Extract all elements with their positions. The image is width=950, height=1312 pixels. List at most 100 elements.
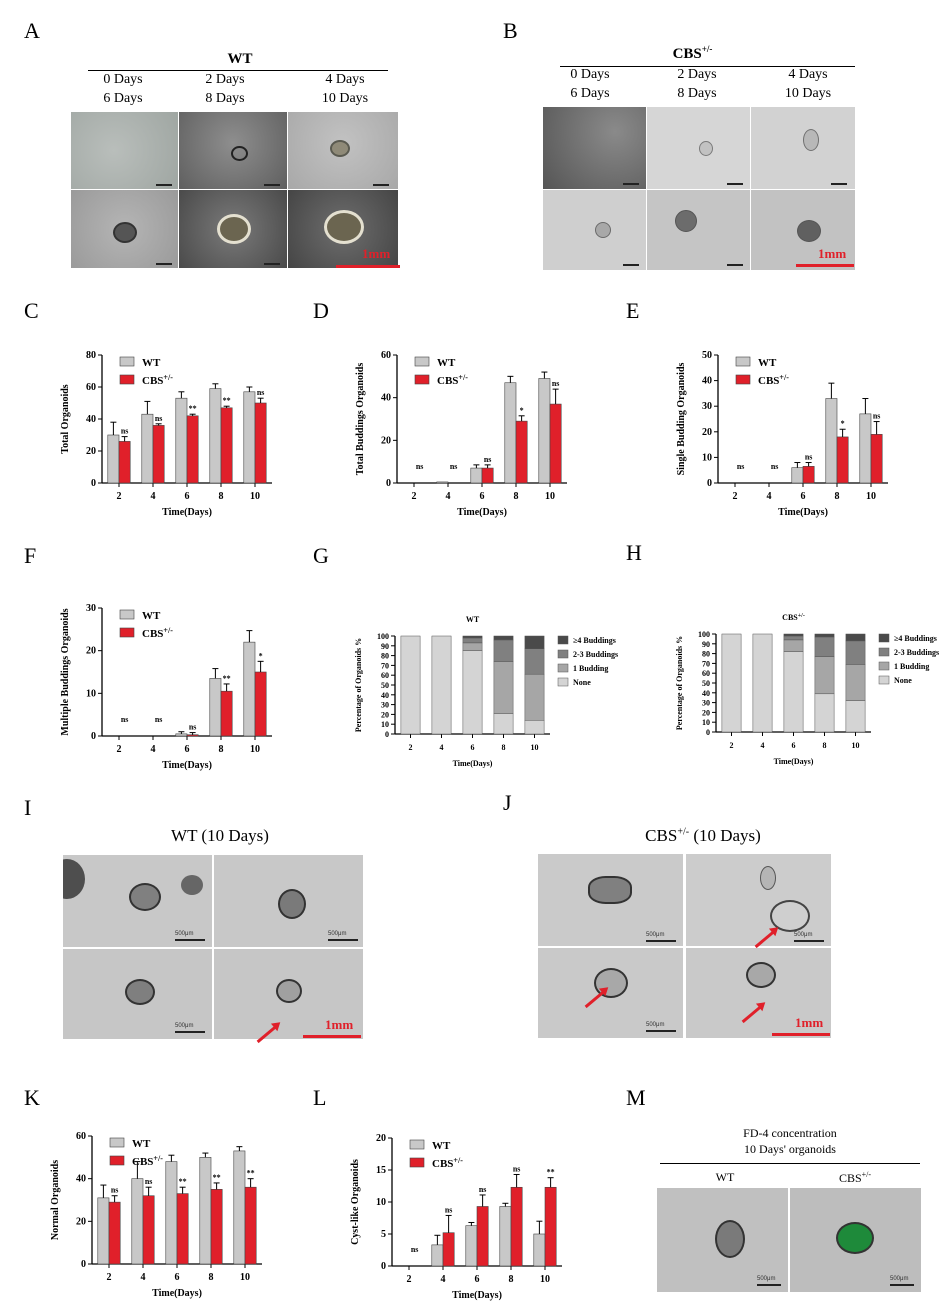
- chart-total-organoids: 0 20 40 60 80 2 4 6 8 10 Time(Days) Total Organoids…: [60, 350, 272, 518]
- bar-cbs: [142, 1195, 155, 1265]
- legend-label: CBS+/-: [437, 373, 468, 387]
- x-axis-title: Time(Days): [152, 1288, 202, 1299]
- chart-multiple-buddings: 0 10 20 30 2 4 6 8 10 Time(Days) Multiple Buddings…: [60, 603, 272, 771]
- significance-label: *: [259, 651, 263, 660]
- y-tick-label: 10: [702, 718, 710, 727]
- panel-j-title: CBS+/- (10 Days): [645, 826, 761, 845]
- micrograph-cbs-10d-2: 500μm: [686, 854, 831, 946]
- x-tick-label: 2: [117, 491, 122, 502]
- x-tick-label: 6: [801, 491, 806, 502]
- x-tick-label: 4: [441, 1274, 446, 1285]
- legend-swatch: [109, 1155, 125, 1166]
- panel-letter-c: C: [24, 298, 39, 323]
- stacked-segment: [524, 720, 545, 735]
- panel-m-col-wt: WT: [715, 1170, 735, 1184]
- x-axis-title: Time(Days): [162, 760, 212, 771]
- legend-label: WT: [132, 1138, 151, 1150]
- legend-label: WT: [758, 357, 777, 369]
- panel-m-col-cbs: CBS+/-: [838, 1170, 872, 1185]
- y-axis-title: Multiple Buddings Organoids: [60, 608, 71, 735]
- x-tick-label: 2: [107, 1272, 112, 1283]
- y-tick-label: 100: [698, 630, 710, 639]
- legend-label: 2-3 Buddings: [894, 648, 939, 657]
- x-tick-label: 10: [240, 1272, 250, 1283]
- y-axis-title: Percentage of Organoids %: [354, 638, 363, 732]
- stacked-segment: [524, 635, 545, 649]
- y-tick-label: 30: [381, 701, 389, 710]
- legend-label: 2-3 Buddings: [573, 650, 618, 659]
- legend-swatch: [878, 675, 890, 685]
- significance-label: ns: [450, 462, 458, 471]
- stacked-segment: [721, 633, 742, 733]
- significance-label: ns: [121, 427, 129, 436]
- stacked-segment: [814, 656, 835, 695]
- chart-single-budding: 0 10 20 30 40 50 2 4 6 8 10 Time(Days) Single Buddin…: [676, 350, 888, 518]
- bar-cbs: [544, 1186, 557, 1267]
- bar-cbs: [476, 1206, 489, 1267]
- bar-cbs: [836, 436, 849, 484]
- y-tick-label: 0: [386, 478, 391, 489]
- y-tick-label: 5: [381, 1229, 386, 1240]
- chart-title: WT: [466, 615, 480, 624]
- bar-cbs: [210, 1189, 223, 1265]
- bar-wt: [243, 641, 256, 737]
- x-tick-label: 4: [767, 491, 772, 502]
- bar-wt: [97, 1197, 110, 1265]
- panel-letter-b: B: [503, 18, 518, 43]
- bar-cbs: [254, 402, 267, 484]
- stacked-segment: [783, 651, 804, 733]
- bar-wt: [175, 733, 188, 737]
- y-tick-label: 20: [76, 1216, 86, 1227]
- y-tick-label: 10: [86, 688, 96, 699]
- y-tick-label: 10: [702, 452, 712, 463]
- y-tick-label: 60: [381, 671, 389, 680]
- chart-total-buddings: 0 20 40 60 2 4 6 8 10 Time(Days) Total Buddings Or…: [355, 350, 567, 518]
- panel-b-day: 0 Days: [570, 67, 610, 82]
- legend-swatch: [414, 356, 430, 367]
- micrograph-cbs-10d-3: 500μm: [538, 948, 683, 1038]
- bar-wt: [470, 467, 483, 484]
- x-tick-label: 10: [250, 491, 260, 502]
- y-axis-title: Cyst-like Organoids: [350, 1159, 361, 1245]
- x-tick-label: 6: [792, 741, 796, 750]
- legend-swatch: [109, 1137, 125, 1148]
- bar-cbs: [118, 441, 131, 484]
- stacked-segment: [462, 642, 483, 651]
- y-axis-title: Total Buddings Organoids: [355, 363, 366, 476]
- x-tick-label: 2: [733, 491, 738, 502]
- bar-wt: [165, 1161, 178, 1265]
- legend-swatch: [119, 374, 135, 385]
- x-tick-label: 4: [761, 741, 765, 750]
- panel-b-title: CBS+/-: [672, 44, 713, 62]
- bar-cbs: [152, 425, 165, 484]
- y-tick-label: 0: [381, 1261, 386, 1272]
- legend-label: None: [573, 678, 591, 687]
- x-tick-label: 8: [219, 491, 224, 502]
- significance-label: *: [841, 419, 845, 428]
- x-axis-title: Time(Days): [457, 507, 507, 518]
- y-tick-label: 15: [376, 1165, 386, 1176]
- x-tick-label: 8: [509, 1274, 514, 1285]
- micrograph-wt-6d: [71, 190, 178, 268]
- stacked-segment: [783, 633, 804, 637]
- legend-label: None: [894, 676, 912, 685]
- y-tick-label: 80: [702, 650, 710, 659]
- y-tick-label: 20: [376, 1133, 386, 1144]
- micrograph-wt-10d-4: [214, 949, 363, 1039]
- micrograph-cbs-0d: [543, 107, 646, 189]
- bar-cbs: [870, 434, 883, 484]
- y-tick-label: 0: [385, 730, 389, 739]
- stacked-segment: [845, 664, 866, 701]
- significance-label: ns: [155, 715, 163, 724]
- significance-label: ns: [479, 1185, 487, 1194]
- bar-cbs: [481, 467, 494, 484]
- y-tick-label: 40: [86, 414, 96, 425]
- stacked-segment: [783, 635, 804, 641]
- legend-swatch: [409, 1139, 425, 1150]
- y-tick-label: 20: [702, 708, 710, 717]
- bar-wt: [499, 1206, 512, 1267]
- bar-cbs: [186, 415, 199, 484]
- y-axis-title: Single Budding Organoids: [676, 362, 687, 475]
- y-tick-label: 30: [702, 401, 712, 412]
